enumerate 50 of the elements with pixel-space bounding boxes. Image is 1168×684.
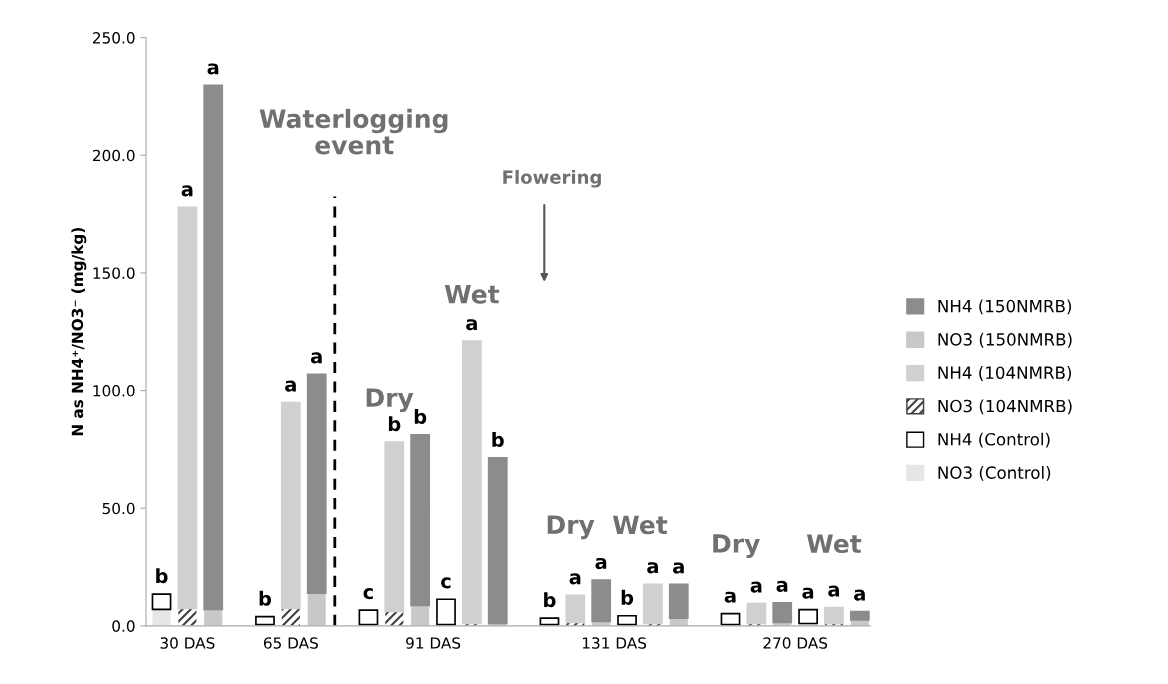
legend-label: NH4 (104NMRB) — [938, 366, 1072, 381]
x-tick-label: 91 DAS — [406, 637, 461, 649]
annotation: Dry — [366, 388, 414, 413]
data-label: b — [388, 416, 401, 432]
data-label: a — [828, 585, 839, 597]
data-label: a — [310, 352, 322, 364]
annotation: Wet — [806, 534, 862, 554]
data-label: c — [363, 588, 373, 600]
annotation: Wet — [444, 285, 500, 304]
legend-label: NH4 (Control) — [938, 432, 1050, 448]
data-label: a — [595, 557, 607, 570]
annotation: Flowering — [503, 169, 601, 188]
x-tick-label: 131 DAS — [582, 637, 647, 649]
data-label: a — [466, 319, 477, 331]
data-label: a — [647, 562, 658, 574]
y-tick-label: 50.0 — [102, 502, 135, 515]
data-label: c — [441, 577, 451, 589]
y-tick-label: 250.0 — [92, 32, 135, 44]
y-tick-label: 150.0 — [93, 267, 135, 279]
legend-label: NO3 (104NMRB) — [938, 399, 1072, 415]
legend-label: NH4 (150NMRB) — [938, 299, 1072, 315]
data-label: a — [854, 589, 865, 601]
data-label: b — [414, 408, 427, 424]
data-label: a — [802, 587, 814, 599]
data-label: a — [776, 580, 788, 592]
data-label: a — [750, 581, 762, 593]
x-tick-label: 270 DAS — [763, 637, 828, 649]
legend-label: NO3 (Control) — [938, 466, 1051, 481]
annotation: Dry — [713, 534, 760, 558]
data-label: b — [544, 592, 556, 608]
annotation: Waterlogging event — [259, 108, 448, 155]
y-axis-title: N as NH4⁺/NO3⁻ (mg/kg) — [71, 228, 87, 436]
data-label: a — [285, 380, 296, 392]
data-label: a — [569, 573, 581, 585]
data-label: b — [156, 568, 168, 584]
data-label: a — [673, 562, 684, 574]
data-label: a — [181, 185, 193, 197]
x-tick-label: 65 DAS — [263, 637, 318, 649]
y-tick-label: 100.0 — [93, 385, 135, 397]
data-label: b — [621, 589, 634, 605]
annotation: Wet — [612, 515, 668, 535]
data-label: b — [259, 590, 272, 606]
data-label: b — [492, 431, 504, 448]
y-tick-label: 200.0 — [92, 149, 135, 162]
annotation: Dry — [547, 515, 595, 540]
x-tick-label: 30 DAS — [160, 637, 215, 649]
data-label: a — [207, 63, 219, 75]
legend-label: NO3 (150NMRB) — [938, 332, 1072, 348]
y-tick-label: 0.0 — [112, 620, 135, 632]
data-label: a — [724, 591, 736, 603]
